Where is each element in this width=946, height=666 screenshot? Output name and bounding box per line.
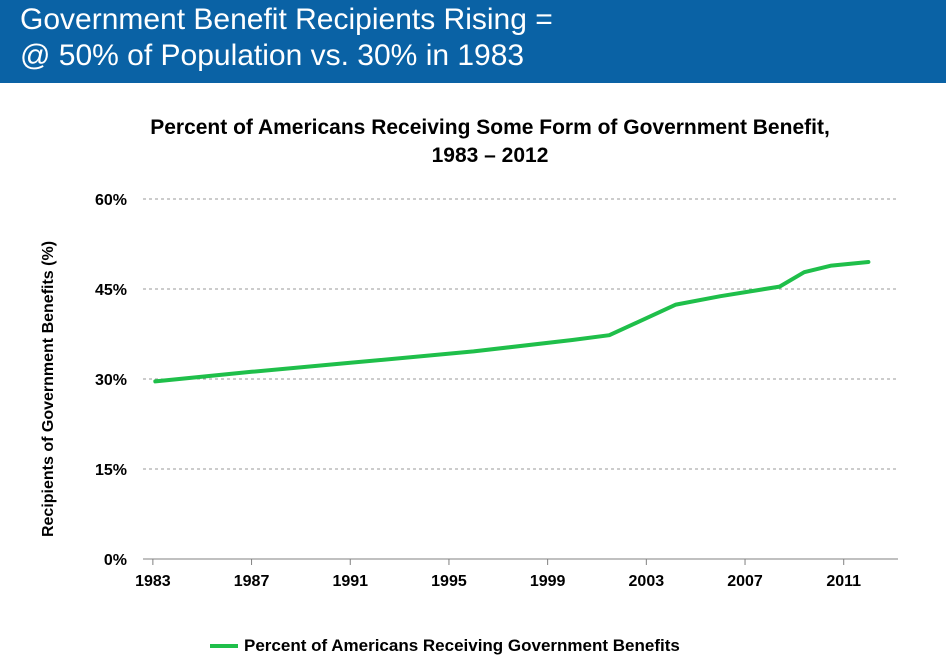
y-tick-label: 30% — [95, 372, 127, 389]
x-tick-label: 1999 — [530, 573, 566, 590]
legend-swatch — [210, 644, 238, 648]
x-tick-label: 2003 — [629, 573, 665, 590]
chart-title-line-1: Percent of Americans Receiving Some Form… — [150, 116, 830, 139]
y-tick-label: 0% — [104, 552, 127, 569]
legend-label: Percent of Americans Receiving Governmen… — [244, 636, 680, 655]
x-tick-label: 1987 — [234, 573, 270, 590]
x-tick-label: 1983 — [135, 573, 171, 590]
header-banner: Government Benefit Recipients Rising = @… — [0, 0, 946, 83]
x-tick-label: 1991 — [332, 573, 368, 590]
x-tick-label: 2007 — [727, 573, 763, 590]
header-title-line-2: @ 50% of Population vs. 30% in 1983 — [20, 39, 525, 72]
y-axis-title: Recipients of Government Benefits (%) — [40, 241, 57, 537]
header-title-line-1: Government Benefit Recipients Rising = — [20, 3, 553, 36]
y-tick-label: 45% — [95, 282, 127, 299]
x-tick-label: 2011 — [826, 573, 861, 590]
series-line — [153, 260, 871, 384]
y-tick-label: 60% — [95, 192, 127, 209]
chart-title-line-2: 1983 – 2012 — [431, 144, 549, 167]
legend: Percent of Americans Receiving Governmen… — [210, 634, 680, 658]
y-tick-label: 15% — [95, 462, 127, 479]
x-tick-label: 1995 — [431, 573, 467, 590]
